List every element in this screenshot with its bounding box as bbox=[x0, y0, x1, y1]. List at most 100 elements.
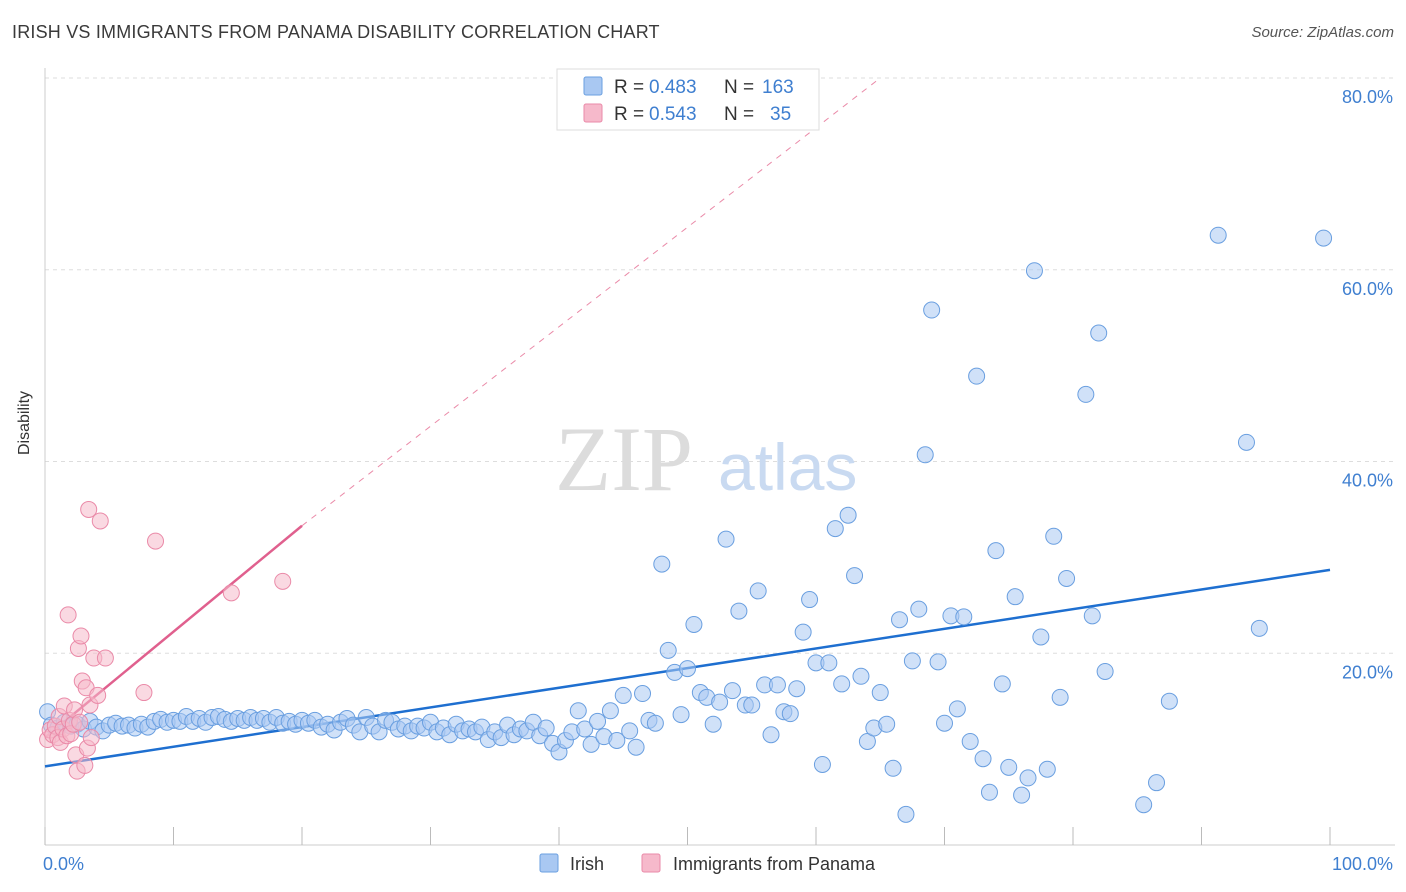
data-point-irish bbox=[1058, 569, 1076, 587]
data-point-irish bbox=[923, 301, 941, 319]
data-point-irish bbox=[576, 720, 594, 738]
chart-title: IRISH VS IMMIGRANTS FROM PANAMA DISABILI… bbox=[12, 22, 660, 42]
data-point-panama bbox=[147, 532, 165, 550]
legend-series-panama: Immigrants from Panama bbox=[673, 854, 876, 874]
data-point-irish bbox=[730, 602, 748, 620]
data-point-irish bbox=[569, 702, 587, 720]
data-point-irish bbox=[608, 731, 626, 749]
legend-swatch-panama bbox=[583, 103, 603, 123]
data-point-irish bbox=[537, 719, 555, 737]
data-point-irish bbox=[936, 714, 953, 732]
data-point-irish bbox=[653, 555, 671, 573]
data-point-irish bbox=[1000, 758, 1018, 776]
data-point-irish bbox=[839, 506, 857, 524]
data-point-panama bbox=[274, 572, 292, 590]
data-point-irish bbox=[884, 759, 902, 777]
data-point-irish bbox=[788, 680, 806, 698]
series-legend: Irish Immigrants from Panama bbox=[539, 853, 876, 874]
data-point-irish bbox=[1013, 786, 1031, 804]
data-point-irish bbox=[1019, 769, 1037, 787]
data-point-irish bbox=[987, 542, 1005, 560]
data-point-irish bbox=[1038, 760, 1056, 778]
data-point-panama bbox=[82, 729, 100, 747]
data-point-panama bbox=[91, 512, 109, 530]
data-point-irish bbox=[846, 567, 864, 585]
data-point-panama bbox=[222, 584, 240, 602]
data-point-irish bbox=[833, 675, 851, 693]
legend-r-label-panama: R = bbox=[614, 104, 644, 125]
legend-r-value-panama: 0.543 bbox=[649, 104, 697, 125]
legend-r-label-irish: R = bbox=[614, 77, 644, 98]
data-point-irish bbox=[1209, 226, 1227, 244]
data-point-irish bbox=[878, 715, 896, 733]
data-point-irish bbox=[634, 685, 652, 703]
data-point-irish bbox=[1083, 607, 1101, 625]
grid-lines bbox=[45, 77, 1395, 654]
data-point-irish bbox=[916, 446, 934, 464]
data-point-irish bbox=[955, 608, 973, 626]
legend-n-value-irish: 163 bbox=[762, 77, 794, 98]
watermark-zip: ZIP bbox=[555, 408, 693, 510]
data-point-irish bbox=[1025, 262, 1043, 280]
legend-swatch-irish bbox=[583, 76, 603, 96]
data-point-panama bbox=[71, 713, 89, 731]
data-point-panama bbox=[59, 606, 77, 624]
data-points bbox=[39, 226, 1333, 823]
data-point-irish bbox=[968, 367, 986, 385]
data-point-irish bbox=[685, 615, 703, 633]
tick-labels: 20.0% 40.0% 60.0% 80.0% 0.0% 100.0% bbox=[43, 87, 1393, 874]
trend-line-panama-extended bbox=[301, 77, 881, 527]
data-point-irish bbox=[679, 660, 696, 678]
data-point-irish bbox=[1096, 662, 1114, 680]
data-point-irish bbox=[614, 686, 632, 704]
y-tick-label: 80.0% bbox=[1342, 87, 1393, 107]
data-point-irish bbox=[582, 735, 600, 753]
data-point-irish bbox=[743, 696, 761, 714]
data-point-irish bbox=[1051, 688, 1069, 706]
data-point-irish bbox=[871, 684, 889, 702]
data-point-panama bbox=[135, 684, 153, 702]
data-point-irish bbox=[891, 611, 909, 629]
data-point-irish bbox=[794, 623, 812, 641]
data-point-irish bbox=[826, 520, 844, 538]
data-point-irish bbox=[627, 738, 645, 756]
legend-n-label-irish: N = bbox=[724, 77, 754, 98]
data-point-irish bbox=[1135, 796, 1153, 814]
data-point-irish bbox=[768, 676, 786, 694]
data-point-irish bbox=[813, 755, 831, 773]
source-label: Source: ZipAtlas.com bbox=[1251, 24, 1394, 41]
data-point-panama bbox=[80, 500, 98, 518]
data-point-irish bbox=[1032, 628, 1050, 646]
data-point-irish bbox=[1250, 619, 1268, 637]
data-point-irish bbox=[903, 652, 921, 670]
data-point-irish bbox=[672, 706, 690, 724]
legend-swatch-panama-bottom bbox=[641, 853, 661, 873]
data-point-irish bbox=[621, 722, 639, 740]
data-point-irish bbox=[1090, 324, 1108, 342]
data-point-irish bbox=[852, 667, 870, 685]
stats-legend: R = 0.483 N = 163 R = 0.543 N = 35 bbox=[556, 68, 820, 131]
data-point-irish bbox=[589, 712, 607, 730]
data-point-irish bbox=[723, 682, 741, 700]
x-tick-label-max: 100.0% bbox=[1332, 854, 1393, 874]
data-point-irish bbox=[1160, 692, 1178, 710]
data-point-irish bbox=[749, 582, 767, 600]
legend-series-irish: Irish bbox=[570, 854, 604, 874]
watermark-atlas: atlas bbox=[718, 430, 857, 504]
legend-r-value-irish: 0.483 bbox=[649, 77, 697, 98]
y-tick-label: 40.0% bbox=[1342, 471, 1393, 491]
data-point-panama bbox=[96, 649, 114, 667]
data-point-irish bbox=[1045, 527, 1063, 545]
data-point-irish bbox=[659, 641, 677, 659]
y-tick-label: 60.0% bbox=[1342, 279, 1393, 299]
x-tick-label-min: 0.0% bbox=[43, 854, 84, 874]
legend-n-label-panama: N = bbox=[724, 104, 754, 125]
data-point-irish bbox=[961, 732, 979, 750]
data-point-irish bbox=[704, 715, 722, 733]
data-point-irish bbox=[717, 530, 735, 548]
data-point-irish bbox=[993, 675, 1011, 693]
watermark: ZIP atlas bbox=[555, 408, 857, 510]
legend-n-value-panama: 35 bbox=[770, 104, 791, 125]
data-point-irish bbox=[601, 702, 619, 720]
